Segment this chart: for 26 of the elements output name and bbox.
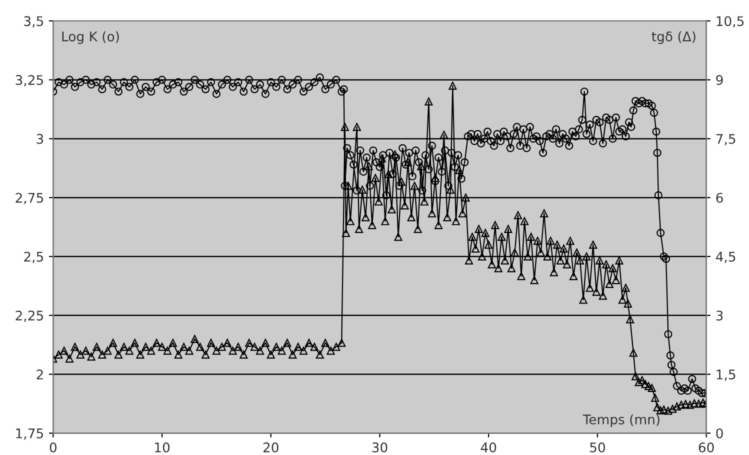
y-tick-label: 2,5 [24, 252, 43, 264]
y-tick-label: 1,75 [16, 428, 43, 440]
y2-tick-label: 9 [716, 75, 723, 86]
x-tick-label: 20 [263, 442, 278, 452]
x-tick-label: 10 [155, 442, 170, 452]
y2-axis-title: tgδ (Δ) [652, 31, 696, 44]
x-tick-label: 30 [372, 442, 388, 452]
y-tick-label: 2 [36, 369, 43, 380]
y-tick-label: 3,25 [16, 75, 43, 86]
y2-tick-label: 4,5 [716, 252, 736, 264]
x-tick-label: 60 [698, 442, 714, 452]
y2-tick-label: 1,5 [716, 370, 736, 381]
y2-tick-label: 6 [716, 192, 723, 203]
y2-tick-label: 0 [716, 428, 723, 438]
y-axis-title: Log K (o) [62, 31, 119, 44]
x-axis-title: Temps (mn) [582, 414, 660, 427]
y-tick-label: 2,75 [16, 192, 43, 204]
y-tick-label: 2,25 [16, 310, 43, 322]
y2-tick-label: 7,5 [716, 134, 736, 146]
x-tick-label: 50 [590, 442, 605, 452]
x-tick-label: 0 [50, 442, 56, 452]
y2-tick-label: 3 [716, 310, 723, 321]
y2-tick-label: 10,5 [716, 16, 744, 28]
y-tick-label: 3,5 [24, 16, 43, 28]
y-tick-label: 3 [36, 134, 44, 144]
x-tick-label: 40 [480, 442, 496, 452]
